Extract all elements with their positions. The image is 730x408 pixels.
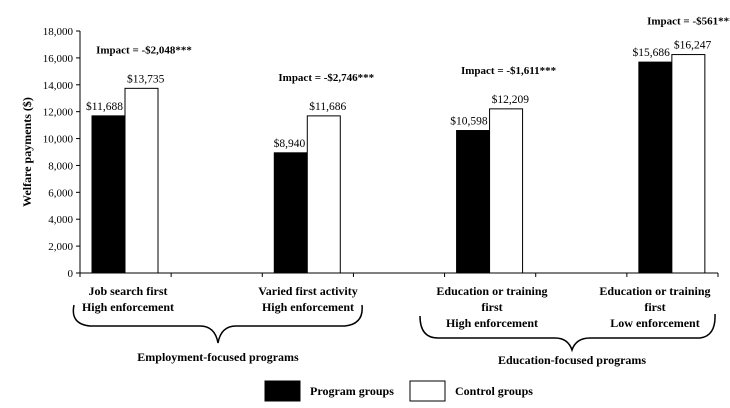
y-tick-label: 4,000 [48, 214, 73, 226]
data-label: $11,686 [309, 100, 346, 113]
bar-control [489, 108, 524, 274]
impact-annotation: Impact = -$2,746*** [278, 72, 374, 84]
category-label: first [481, 300, 502, 314]
group-label-employment: Employment-focused programs [137, 350, 299, 364]
category-label: Education or training [599, 284, 710, 298]
category-label: High enforcement [446, 316, 538, 330]
impact-annotation: Impact = -$2,048*** [96, 44, 192, 56]
data-label: $13,735 [127, 72, 165, 85]
employment-brace [72, 304, 363, 344]
data-label: $12,209 [492, 93, 530, 106]
legend-swatch-control [409, 380, 446, 402]
bar-program [91, 115, 126, 274]
data-label: $15,686 [632, 46, 670, 59]
data-label: $16,247 [674, 39, 712, 52]
data-label: $10,598 [450, 115, 488, 128]
bar-control [306, 115, 341, 274]
bar-control [124, 87, 159, 274]
bar-program [273, 152, 308, 274]
category-label: Varied first activity [258, 284, 358, 298]
category-label: High enforcement [262, 300, 354, 314]
y-tick-label: 8,000 [48, 160, 73, 172]
category-label: High enforcement [82, 300, 174, 314]
category-label: Education or training [436, 284, 547, 298]
y-axis-label: Welfare payments ($) [20, 97, 34, 207]
legend-swatch-program [264, 380, 301, 402]
education-brace [419, 313, 716, 353]
y-tick-label: 2,000 [48, 241, 73, 253]
legend-label-control: Control groups [455, 384, 533, 398]
bar-control [671, 54, 706, 274]
data-label: $8,940 [274, 137, 306, 150]
y-tick-label: 0 [68, 268, 74, 280]
y-tick-label: 10,000 [43, 134, 74, 146]
bar-program [456, 130, 491, 274]
group-label-education: Education-focused programs [498, 353, 646, 367]
data-label: $11,688 [86, 100, 123, 113]
bar-program [638, 61, 673, 274]
impact-annotation: Impact = -$561*** [647, 16, 730, 28]
y-tick-label: 12,000 [43, 107, 74, 119]
y-tick-label: 14,000 [43, 80, 74, 92]
y-tick-label: 6,000 [48, 187, 73, 199]
y-tick-label: 18,000 [43, 26, 74, 38]
category-label: Low enforcement [610, 316, 699, 330]
impact-annotation: Impact = -$1,611*** [461, 65, 557, 77]
legend-label-program: Program groups [310, 384, 394, 398]
category-label: first [644, 300, 665, 314]
y-tick-label: 16,000 [43, 53, 74, 65]
category-label: Job search first [88, 284, 167, 298]
